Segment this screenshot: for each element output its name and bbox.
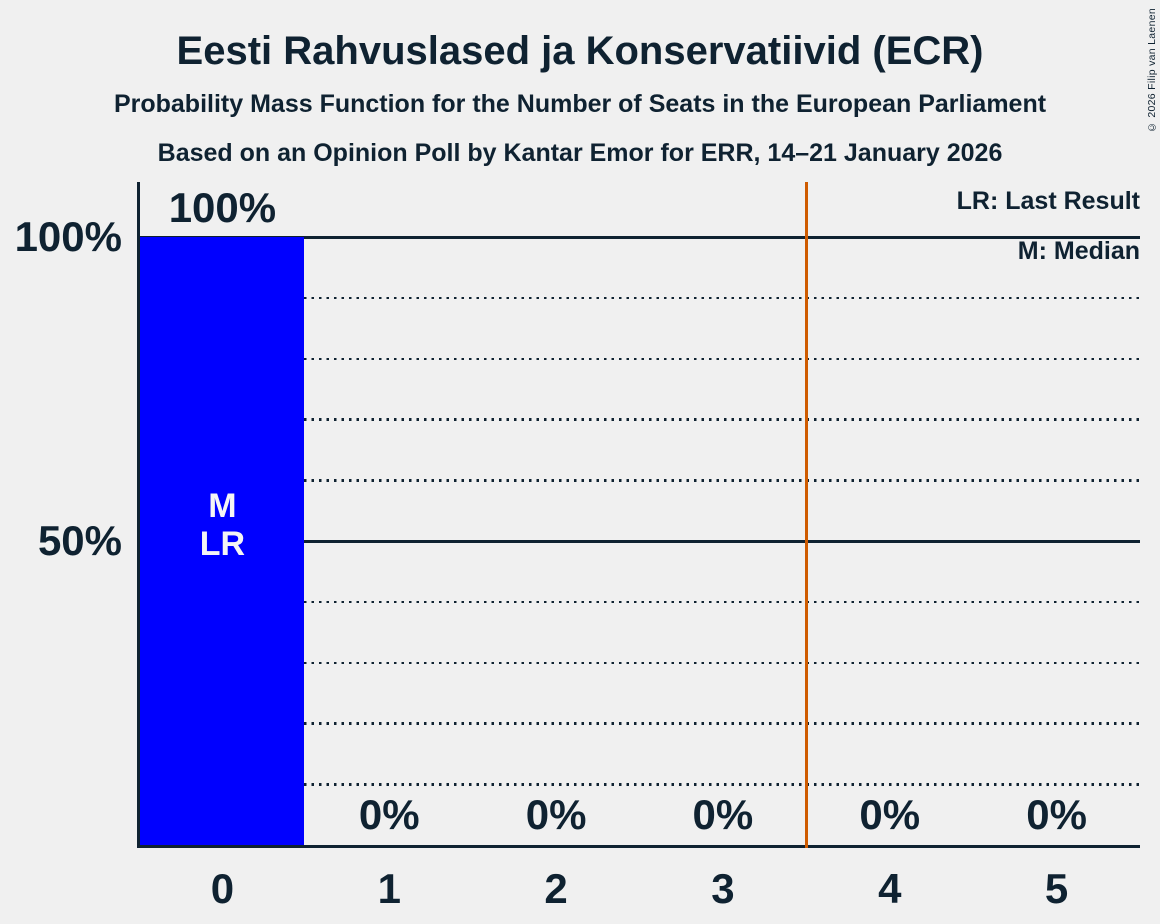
x-tick-label-3: 3 bbox=[711, 865, 735, 912]
chart-subtitle: Probability Mass Function for the Number… bbox=[113, 90, 1047, 118]
gridline-dotted-60pct bbox=[139, 479, 1140, 482]
gridline-dotted-90pct bbox=[139, 296, 1140, 300]
x-tick-label-1: 1 bbox=[377, 865, 401, 912]
poll-source-line: Based on an Opinion Poll by Kantar Emor … bbox=[157, 139, 1003, 167]
bar-value-label-5-seats: 0% bbox=[1026, 791, 1087, 838]
bar-value-label-3-seats: 0% bbox=[692, 791, 754, 838]
legend-last-result: LR: Last Result bbox=[956, 187, 1140, 215]
chart-title: Eesti Rahvuslased ja Konservatiivid (ECR… bbox=[176, 29, 984, 73]
gridline-solid-100pct bbox=[139, 235, 1140, 239]
median-last-result-annotation: M LR bbox=[199, 487, 246, 563]
gridline-dotted-80pct bbox=[139, 357, 1140, 361]
y-axis-line bbox=[137, 182, 140, 848]
x-axis-line bbox=[137, 845, 1140, 848]
x-tick-label-0: 0 bbox=[210, 865, 235, 912]
x-tick-label-4: 4 bbox=[878, 865, 902, 912]
y-tick-label-50pct: 50% bbox=[37, 517, 122, 564]
y-tick-label-100pct: 100% bbox=[14, 213, 122, 260]
x-tick-label-2: 2 bbox=[544, 865, 568, 912]
bar-value-label-1-seats: 0% bbox=[358, 791, 420, 838]
bar-value-label-4-seats: 0% bbox=[859, 791, 921, 838]
legend-median: M: Median bbox=[1017, 237, 1140, 265]
copyright-notice: © 2026 Filip van Laenen bbox=[1146, 8, 1158, 134]
gridline-solid-50pct bbox=[139, 539, 1140, 543]
bar-value-label-0-seats: 100% bbox=[168, 184, 277, 231]
vertical-marker-line bbox=[804, 182, 808, 848]
gridline-dotted-20pct bbox=[139, 722, 1140, 725]
probability-bar-0-seats bbox=[140, 237, 304, 845]
gridline-dotted-30pct bbox=[139, 661, 1140, 665]
x-tick-label-5: 5 bbox=[1044, 865, 1069, 912]
gridline-dotted-10pct bbox=[139, 783, 1140, 786]
bar-value-label-2-seats: 0% bbox=[525, 791, 587, 838]
gridline-dotted-40pct bbox=[139, 600, 1140, 604]
gridline-dotted-70pct bbox=[139, 418, 1140, 421]
